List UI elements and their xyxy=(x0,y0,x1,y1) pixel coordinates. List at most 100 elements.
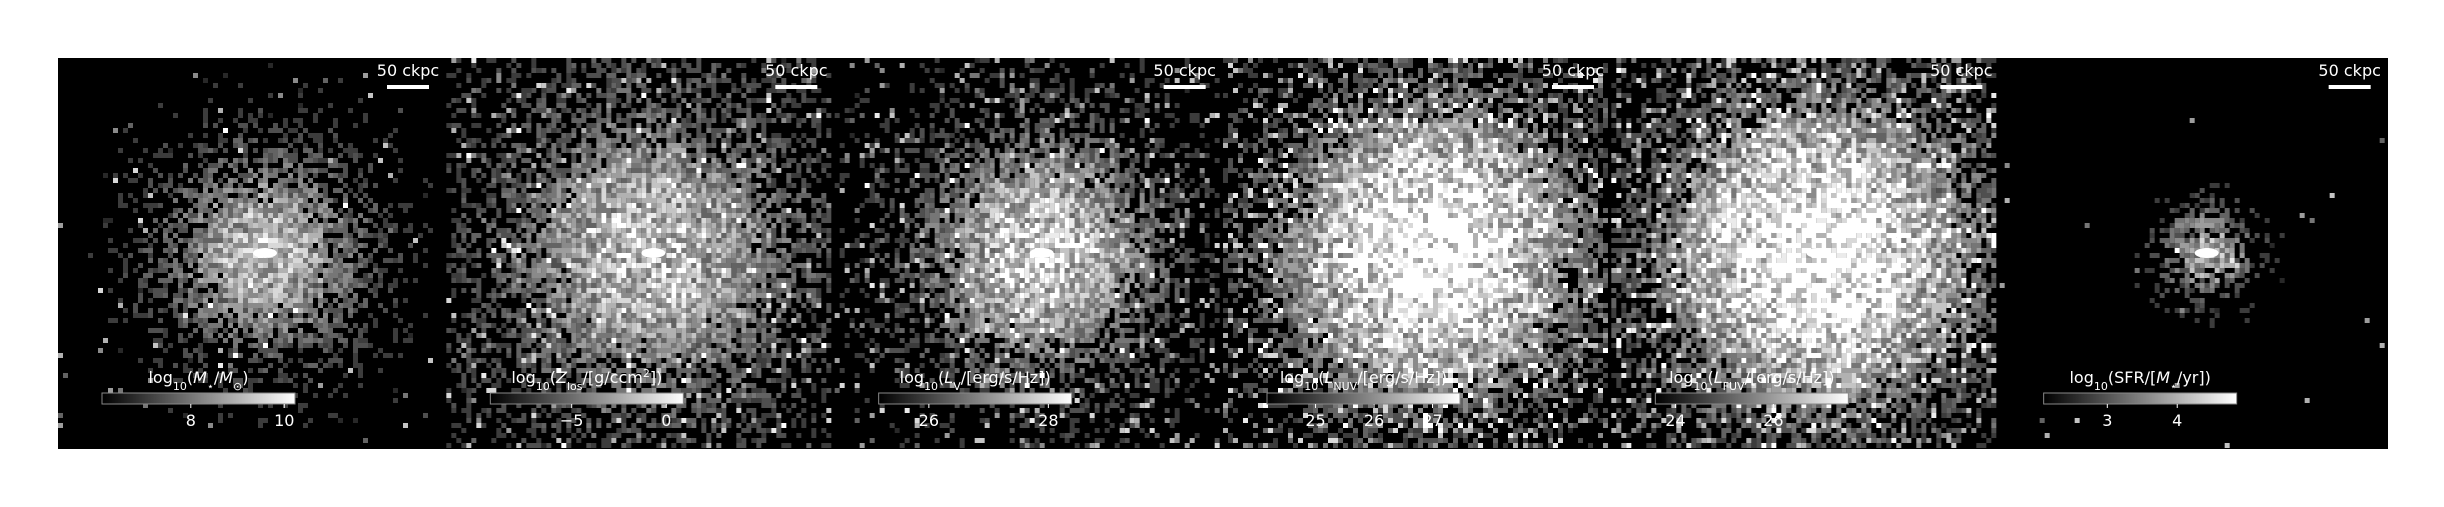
label-part: ( xyxy=(1708,368,1714,387)
colorbar-tick-label: 24 xyxy=(1665,411,1685,430)
panel: 50 ckpc log10(LNUV/[erg/s/Hz]) 25 26 27 xyxy=(1223,58,1608,448)
pixel-layer xyxy=(451,78,812,448)
pixel-layer xyxy=(456,58,832,448)
colorbar-tick-label: 26 xyxy=(919,411,939,430)
colorbar-label: log10(LNUV/[erg/s/Hz]) xyxy=(1280,368,1447,393)
label-part: M xyxy=(2156,368,2170,387)
label-part: /[g/ccm xyxy=(582,368,642,387)
pixel-layer xyxy=(451,58,817,433)
scale-bar-label: 50 ckpc xyxy=(765,61,827,80)
pixel-layer xyxy=(1243,58,1608,438)
label-part: ]) xyxy=(650,368,662,387)
label-part: L xyxy=(944,368,953,387)
colorbar-tick-label: 26 xyxy=(1763,411,1783,430)
label-part: log xyxy=(148,368,172,387)
pixel-layer xyxy=(466,93,827,448)
colorbar xyxy=(1654,392,1849,405)
colorbar-label: log10(LV/[erg/s/Hz]) xyxy=(900,368,1051,393)
label-part: 10 xyxy=(1304,380,1318,393)
label-part: L xyxy=(1324,368,1333,387)
label-part: log xyxy=(1280,368,1304,387)
colorbar-tick-label: 25 xyxy=(1305,411,1325,430)
label-part: ( xyxy=(187,368,193,387)
scale-bar-label: 50 ckpc xyxy=(1542,61,1604,80)
label-part: Z xyxy=(555,368,568,387)
label-part: log xyxy=(2069,368,2093,387)
colorbar-tick-label: 8 xyxy=(186,411,196,430)
label-part: ⋆ xyxy=(207,380,214,393)
label-part: ⋆ xyxy=(2170,380,2177,393)
label-part: ) xyxy=(242,368,248,387)
label-part: log xyxy=(1669,368,1693,387)
colorbar-tick-label: 10 xyxy=(274,411,294,430)
scale-bar xyxy=(1940,85,1983,89)
colorbar-tick-label: 26 xyxy=(1364,411,1384,430)
colorbar xyxy=(1266,392,1461,405)
scale-bar-label: 50 ckpc xyxy=(1930,61,1992,80)
colorbar xyxy=(489,392,684,405)
colorbar-tick-label: 27 xyxy=(1422,411,1442,430)
pixel-layer xyxy=(1223,58,1598,448)
pixel-layer xyxy=(98,148,318,303)
label-part: 10 xyxy=(2094,380,2108,393)
label-part: NUV xyxy=(1333,380,1357,393)
colorbar-tick-label: 28 xyxy=(1038,411,1058,430)
label-part: ⊙ xyxy=(233,380,242,393)
label-part: /[erg/s/Hz]) xyxy=(961,368,1051,387)
pixel-layer xyxy=(1611,58,1997,448)
pixel-layer xyxy=(1611,58,1997,448)
pixel-layer xyxy=(98,73,353,428)
colorbar xyxy=(101,392,296,405)
pixel-layer xyxy=(446,58,832,448)
label-part: / xyxy=(214,368,220,387)
scale-bar xyxy=(1163,85,1206,89)
label-part: /[erg/s/Hz]) xyxy=(1745,368,1835,387)
bright-core xyxy=(1806,248,1831,258)
label-part: V xyxy=(953,380,961,393)
colorbar-label: log10(M⋆/M⊙) xyxy=(148,368,248,393)
pixel-layer xyxy=(1616,58,1997,448)
label-part: (SFR/[ xyxy=(2108,368,2156,387)
scale-bar xyxy=(1552,85,1594,89)
scale-bar xyxy=(387,85,429,89)
label-part: ( xyxy=(938,368,944,387)
pixel-layer xyxy=(1223,58,1608,448)
colorbar-tick-label: 4 xyxy=(2172,411,2182,430)
label-part: 10 xyxy=(1694,380,1708,393)
colorbar-label: log10(Zlos/[g/ccm2]) xyxy=(511,367,662,393)
label-part: ( xyxy=(1318,368,1324,387)
bright-core xyxy=(253,248,277,258)
colorbar-label: log10(LFUV/[erg/s/Hz]) xyxy=(1669,368,1834,393)
panel: 50 ckpc log10(Zlos/[g/ccm2]) −5 0 xyxy=(446,58,832,448)
panel: 50 ckpc log10(LFUV/[erg/s/Hz]) 24 26 xyxy=(1611,58,1997,448)
pixel-layer xyxy=(471,58,792,433)
scale-bar-label: 50 ckpc xyxy=(2318,61,2380,80)
scale-bar xyxy=(2328,85,2371,89)
bright-core xyxy=(641,248,666,258)
panel: 50 ckpc log10(SFR/[M⋆/yr]) 3 4 xyxy=(1999,61,2385,448)
label-part: M xyxy=(219,368,233,387)
pixel-layer xyxy=(834,58,1220,448)
pixel-layer xyxy=(451,58,827,448)
scale-bar-label: 50 ckpc xyxy=(377,61,439,80)
scale-bar-label: 50 ckpc xyxy=(1153,61,1215,80)
label-part: 2 xyxy=(643,367,650,380)
label-part: M xyxy=(193,368,207,387)
pixel-layer xyxy=(2174,248,2180,253)
bright-core xyxy=(1418,248,1442,258)
label-part: log xyxy=(511,368,535,387)
pixel-layer xyxy=(834,58,1215,448)
label-part: /yr]) xyxy=(2177,368,2211,387)
pixel-layer xyxy=(446,58,832,448)
panel: 50 ckpc log10(M⋆/M⊙) 8 10 xyxy=(58,61,439,443)
label-part: /[erg/s/Hz]) xyxy=(1357,368,1447,387)
label-part: ( xyxy=(550,368,556,387)
bright-core xyxy=(2194,248,2219,258)
frame xyxy=(58,58,2388,449)
colorbar xyxy=(878,392,1073,405)
colorbar-tick-label: −5 xyxy=(560,411,584,430)
pixel-layer xyxy=(1228,58,1598,448)
colorbar xyxy=(2043,392,2238,405)
pixel-layer xyxy=(1223,58,1608,448)
